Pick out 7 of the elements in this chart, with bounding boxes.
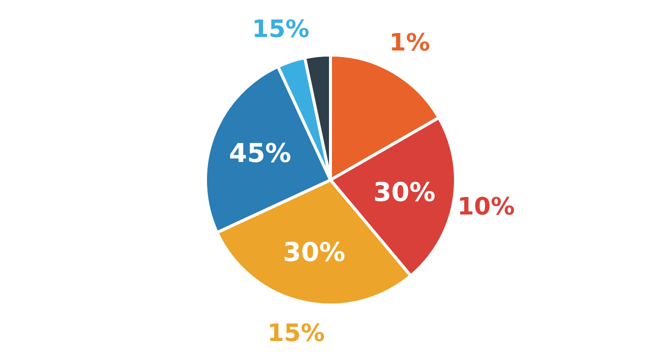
text: 15% — [267, 319, 325, 348]
text: 45% — [228, 139, 292, 170]
text: 1% — [389, 28, 430, 56]
text: 30% — [283, 238, 346, 268]
text: 10% — [457, 192, 515, 221]
text: 15% — [252, 15, 310, 44]
text: 30% — [373, 178, 436, 208]
